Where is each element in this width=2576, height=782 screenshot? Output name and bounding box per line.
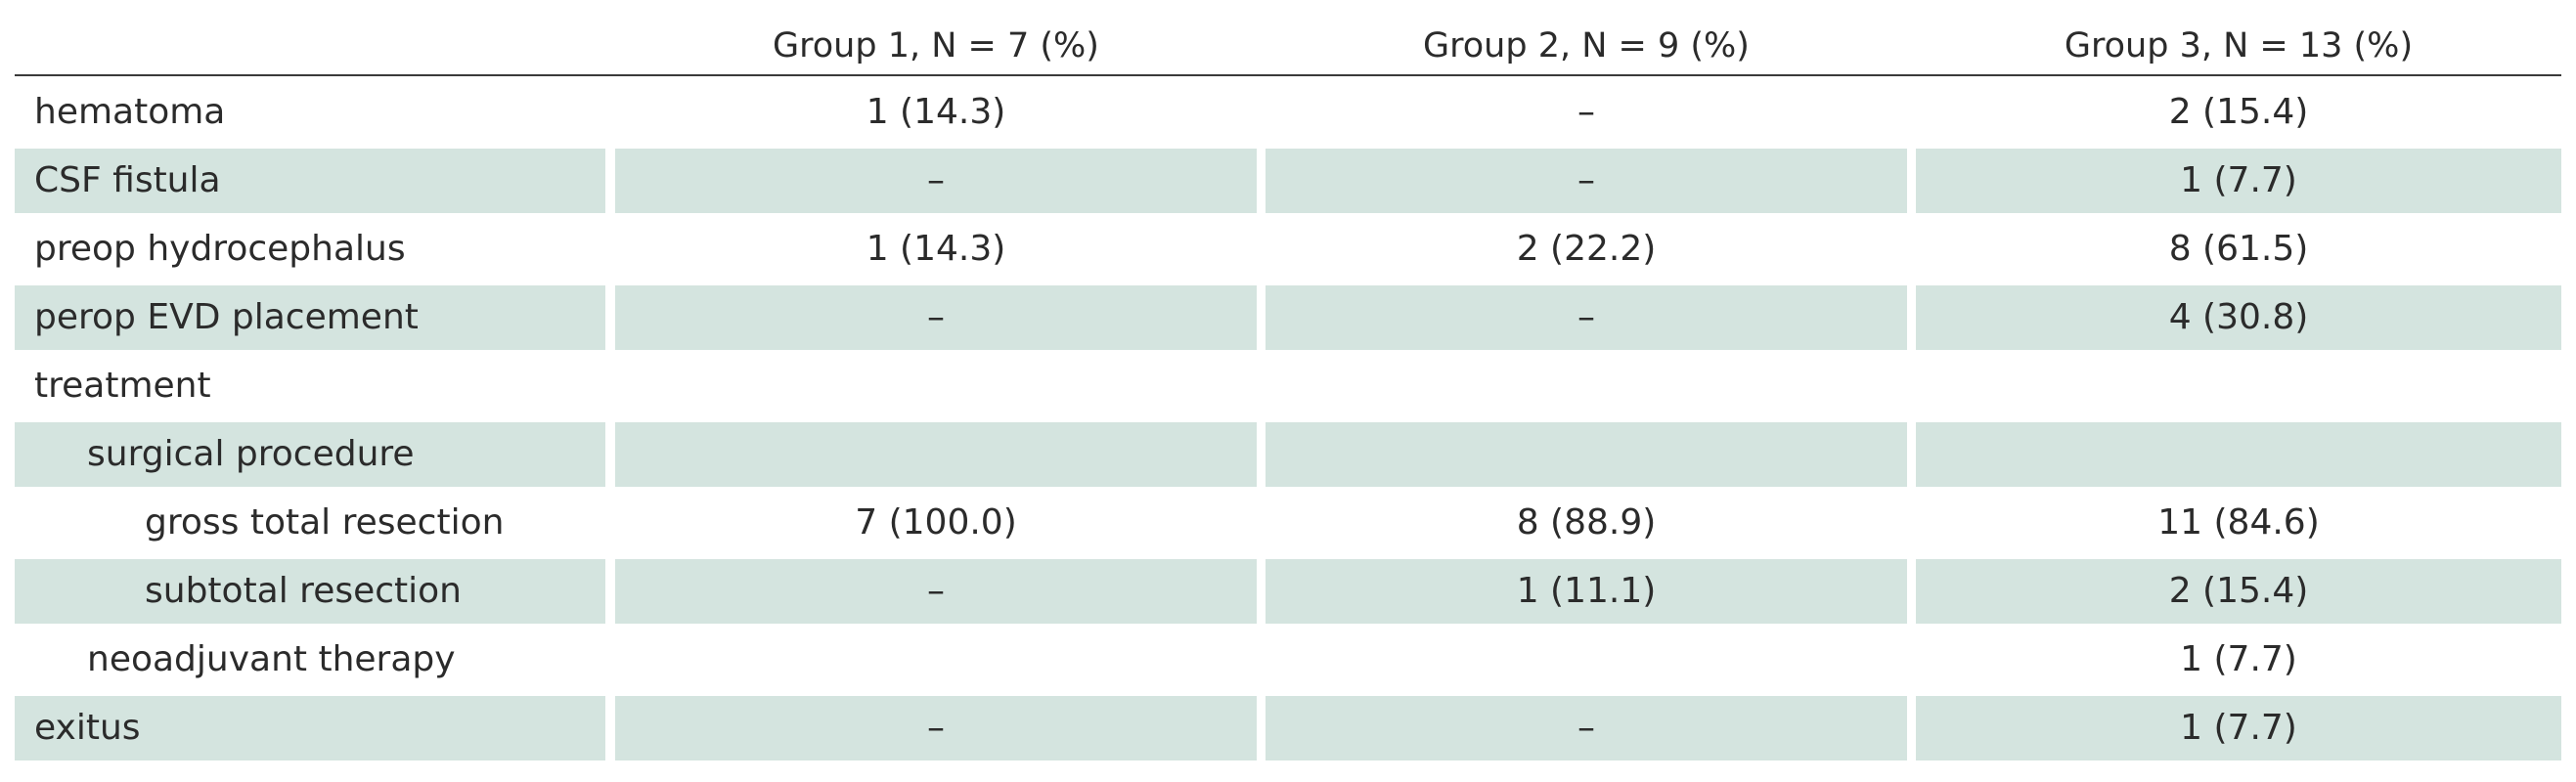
- row-shade: [15, 696, 605, 760]
- cell-group-1: –: [927, 571, 945, 611]
- cell-group-1: –: [927, 297, 945, 337]
- row-label: treatment: [34, 366, 211, 406]
- row-label: gross total resection: [145, 502, 505, 543]
- row-label: CSF fistula: [34, 160, 221, 200]
- row-label: neoadjuvant therapy: [87, 639, 456, 679]
- cell-group-1: 7 (100.0): [855, 502, 1017, 543]
- table-row: treatment: [15, 354, 2561, 422]
- table-row: perop EVD placement – – 4 (30.8): [15, 285, 2561, 354]
- table-row: exitus – – 1 (7.7): [15, 696, 2561, 764]
- header-rule: [15, 74, 2561, 76]
- row-shade: [615, 422, 1257, 487]
- row-label: hematoma: [34, 92, 226, 132]
- cell-group-1: [615, 422, 1257, 487]
- cell-group-2: [1266, 422, 1907, 487]
- cell-group-3: 11 (84.6): [2157, 502, 2320, 543]
- cell-group-2: 8 (88.9): [1516, 502, 1657, 543]
- row-shade: [15, 285, 605, 350]
- table-row: gross total resection 7 (100.0) 8 (88.9) 11…: [15, 491, 2561, 559]
- cell-group-3: 1 (7.7): [2180, 160, 2297, 200]
- row-label: subtotal resection: [145, 571, 462, 611]
- row-label: preop hydrocephalus: [34, 229, 406, 269]
- cell-group-3: 1 (7.7): [2180, 708, 2297, 748]
- cell-group-3: 2 (15.4): [2168, 92, 2309, 132]
- row-shade: [15, 422, 605, 487]
- table-row: hematoma 1 (14.3) – 2 (15.4): [15, 80, 2561, 149]
- table-row: CSF fistula – – 1 (7.7): [15, 149, 2561, 217]
- row-shade: [615, 285, 1257, 350]
- row-shade: [1266, 696, 1907, 760]
- row-shade: [1916, 696, 2561, 760]
- cell-group-3: [1916, 422, 2561, 487]
- table-row: subtotal resection – 1 (11.1) 2 (15.4): [15, 559, 2561, 628]
- table-body: hematoma 1 (14.3) – 2 (15.4) CSF fistula – – 1 …: [15, 80, 2561, 764]
- cell-group-2: –: [1577, 708, 1595, 748]
- cell-group-2: –: [1577, 297, 1595, 337]
- column-header-group-1: Group 1, N = 7 (%): [773, 26, 1099, 65]
- cell-group-3: [1916, 354, 2561, 418]
- row-shade: [1916, 559, 2561, 624]
- cell-group-2: [1266, 628, 1907, 692]
- table-row: preop hydrocephalus 1 (14.3) 2 (22.2) 8 (61…: [15, 217, 2561, 285]
- cell-group-3: 4 (30.8): [2168, 297, 2309, 337]
- cell-group-1: 1 (14.3): [866, 229, 1006, 269]
- cell-group-2: [1266, 354, 1907, 418]
- data-table: Group 1, N = 7 (%) Group 2, N = 9 (%) Gr…: [15, 0, 2561, 764]
- row-shade: [1916, 422, 2561, 487]
- row-shade: [15, 559, 605, 624]
- cell-group-2: 1 (11.1): [1516, 571, 1657, 611]
- row-shade: [1266, 149, 1907, 213]
- column-header-group-3: Group 3, N = 13 (%): [2064, 26, 2414, 65]
- cell-group-3: 2 (15.4): [2168, 571, 2309, 611]
- table-row: surgical procedure: [15, 422, 2561, 491]
- row-shade: [1916, 149, 2561, 213]
- row-shade: [15, 149, 605, 213]
- row-label: surgical procedure: [87, 434, 415, 474]
- cell-group-1: [615, 628, 1257, 692]
- row-shade: [1916, 285, 2561, 350]
- table-row: neoadjuvant therapy 1 (7.7): [15, 628, 2561, 696]
- cell-group-3: 1 (7.7): [2180, 639, 2297, 679]
- cell-group-1: 1 (14.3): [866, 92, 1006, 132]
- row-shade: [615, 696, 1257, 760]
- cell-group-2: –: [1577, 160, 1595, 200]
- cell-group-1: –: [927, 160, 945, 200]
- cell-group-1: [615, 354, 1257, 418]
- column-header-group-2: Group 2, N = 9 (%): [1423, 26, 1750, 65]
- row-shade: [1266, 285, 1907, 350]
- row-label: exitus: [34, 708, 141, 748]
- row-label: perop EVD placement: [34, 297, 419, 337]
- row-shade: [615, 149, 1257, 213]
- cell-group-2: 2 (22.2): [1516, 229, 1657, 269]
- cell-group-3: 8 (61.5): [2168, 229, 2309, 269]
- cell-group-1: –: [927, 708, 945, 748]
- row-shade: [1266, 422, 1907, 487]
- row-shade: [615, 559, 1257, 624]
- cell-group-2: –: [1577, 92, 1595, 132]
- table-header: Group 1, N = 7 (%) Group 2, N = 9 (%) Gr…: [15, 0, 2561, 76]
- row-shade: [1266, 559, 1907, 624]
